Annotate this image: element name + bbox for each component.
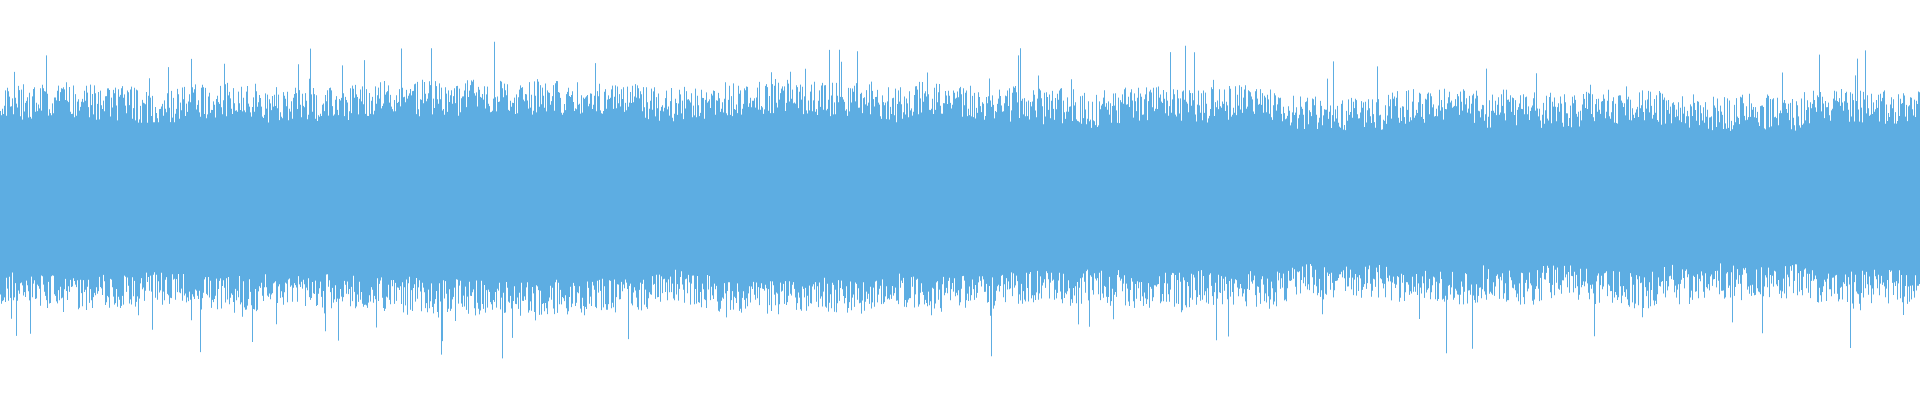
waveform-shape [0, 41, 1920, 359]
